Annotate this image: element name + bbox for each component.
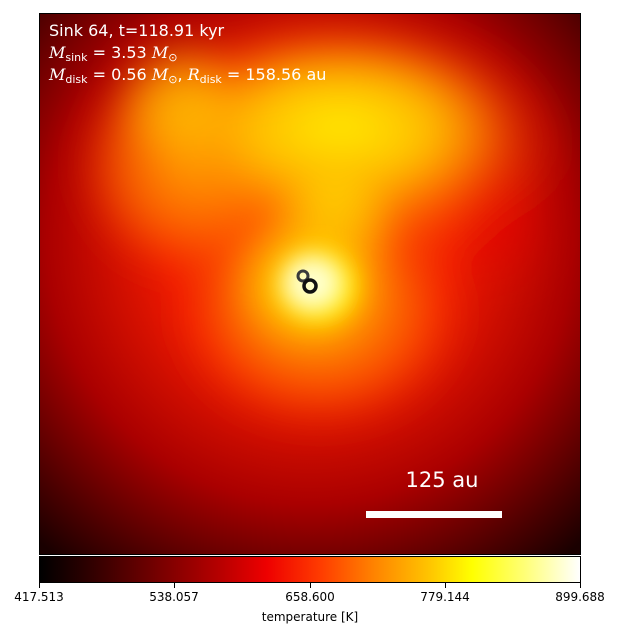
colorbar-tick <box>310 583 311 588</box>
temperature-map <box>39 13 581 555</box>
sink-particle-marker <box>296 269 310 283</box>
scale-bar <box>366 511 502 518</box>
temperature-field <box>40 14 580 554</box>
scale-bar-label: 125 au <box>405 468 479 492</box>
disk-info-label: Mdisk = 0.56 M⊙, Rdisk = 158.56 au <box>49 65 327 86</box>
colorbar-tick <box>174 583 175 588</box>
colorbar-tick <box>445 583 446 588</box>
colorbar <box>39 556 581 583</box>
colorbar-title: temperature [K] <box>261 610 359 624</box>
colorbar-tick <box>39 583 40 588</box>
colorbar-tick-label: 417.513 <box>14 590 64 604</box>
colorbar-tick-label: 779.144 <box>420 590 470 604</box>
colorbar-tick-label: 538.057 <box>149 590 199 604</box>
sink-markers <box>296 269 318 294</box>
sink-particle-marker <box>302 278 318 294</box>
colorbar-tick <box>580 583 581 588</box>
colorbar-tick-label: 658.600 <box>285 590 335 604</box>
colorbar-tick-label: 899.688 <box>555 590 605 604</box>
sink-time-label: Sink 64, t=118.91 kyr <box>49 21 225 40</box>
sink-mass-label: Msink = 3.53 M⊙ <box>49 43 178 64</box>
